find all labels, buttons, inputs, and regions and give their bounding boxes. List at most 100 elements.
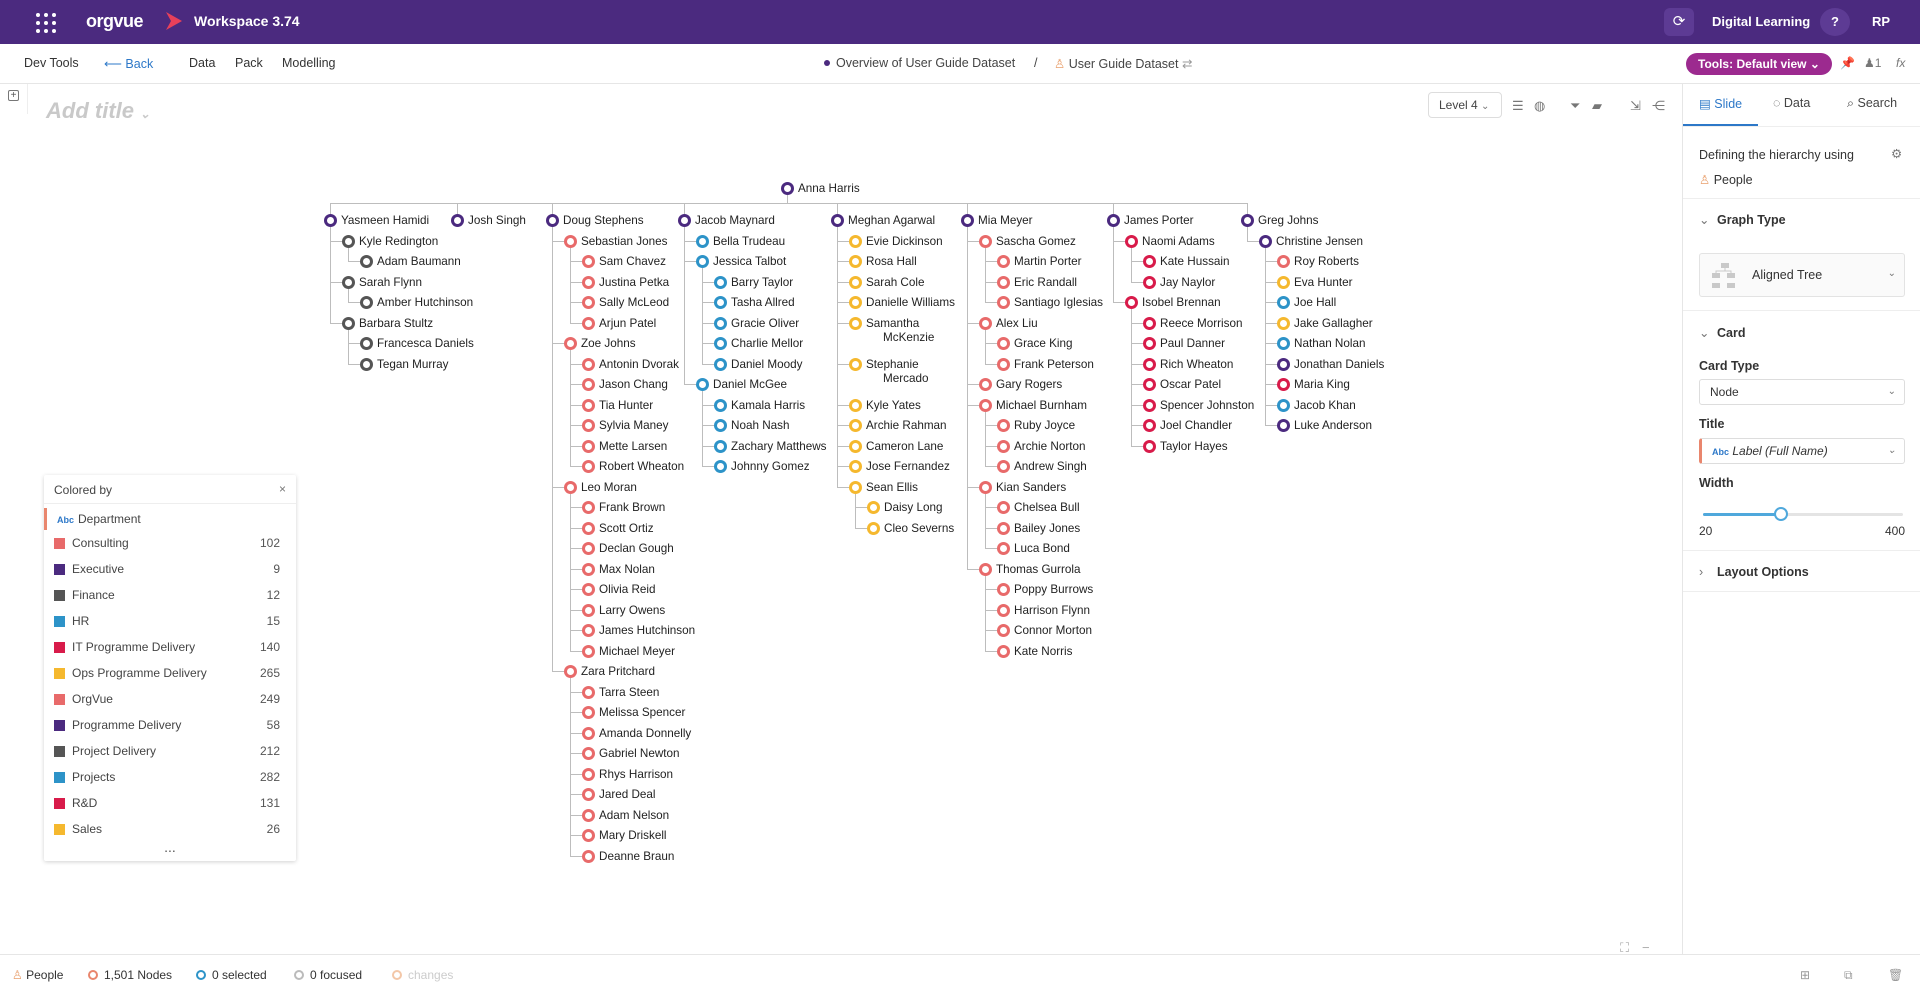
- org-node[interactable]: Paul Danner: [1143, 337, 1225, 351]
- org-node[interactable]: Jose Fernandez: [849, 460, 950, 474]
- brand-logo[interactable]: orgvue: [86, 11, 144, 31]
- legend-more[interactable]: ...: [164, 839, 176, 855]
- org-node[interactable]: Kate Norris: [997, 644, 1072, 659]
- org-node[interactable]: Grace King: [997, 337, 1072, 351]
- user-context[interactable]: Digital Learning: [1712, 14, 1811, 29]
- palette-icon[interactable]: ◍: [1534, 98, 1546, 113]
- org-node[interactable]: Sylvia Maney: [582, 419, 669, 433]
- title-field-select[interactable]: Abc Label (Full Name) ⌄: [1699, 438, 1905, 464]
- tab-data[interactable]: ◌ Data: [1773, 96, 1810, 110]
- org-node[interactable]: James Porter: [1107, 214, 1194, 228]
- legend-item[interactable]: Executive 9: [44, 556, 296, 582]
- org-node[interactable]: Joel Chandler: [1143, 419, 1232, 433]
- org-node[interactable]: Leo Moran: [564, 480, 637, 495]
- org-node[interactable]: Melissa Spencer: [582, 706, 685, 720]
- legend-item[interactable]: HR 15: [44, 608, 296, 634]
- export-icon[interactable]: ⇲: [1630, 98, 1641, 113]
- help-button[interactable]: ?: [1820, 8, 1850, 36]
- legend-item[interactable]: IT Programme Delivery 140: [44, 634, 296, 660]
- org-node[interactable]: Sarah Flynn: [342, 275, 422, 290]
- pin-icon[interactable]: 📌: [1840, 56, 1855, 70]
- filter-icon[interactable]: ⏷: [1570, 98, 1581, 113]
- org-node[interactable]: Sally McLeod: [582, 296, 669, 310]
- org-node[interactable]: Daniel Moody: [714, 357, 802, 372]
- status-selected[interactable]: 0 selected: [196, 968, 267, 982]
- org-node[interactable]: Meghan Agarwal: [831, 214, 935, 228]
- org-node[interactable]: Mary Driskell: [582, 829, 667, 843]
- org-node[interactable]: Antonin Dvorak: [582, 357, 679, 372]
- org-node[interactable]: Frank Peterson: [997, 357, 1094, 372]
- org-node[interactable]: Chelsea Bull: [997, 501, 1080, 515]
- org-node[interactable]: Anna Harris: [781, 182, 860, 196]
- avatar[interactable]: RP: [1871, 14, 1891, 29]
- card-type-select[interactable]: Node ⌄: [1699, 379, 1905, 405]
- legend-item[interactable]: Consulting 102: [44, 530, 296, 556]
- org-node[interactable]: Sam Chavez: [582, 255, 666, 269]
- org-node[interactable]: Harrison Flynn: [997, 603, 1090, 618]
- layout-options-section[interactable]: › Layout Options: [1699, 565, 1809, 579]
- org-node[interactable]: Reece Morrison: [1143, 316, 1243, 331]
- org-node[interactable]: Archie Norton: [997, 439, 1085, 454]
- org-node[interactable]: Connor Morton: [997, 624, 1092, 638]
- legend-item[interactable]: Finance 12: [44, 582, 296, 608]
- level-select[interactable]: Level 4 ⌄: [1428, 92, 1502, 118]
- org-node[interactable]: Zara Pritchard: [564, 665, 655, 679]
- org-node[interactable]: Rhys Harrison: [582, 767, 673, 782]
- status-nodes[interactable]: 1,501 Nodes: [88, 968, 172, 982]
- org-node[interactable]: Eva Hunter: [1277, 275, 1352, 290]
- org-node[interactable]: Sebastian Jones: [564, 234, 667, 249]
- tab-slide[interactable]: ▤ Slide: [1699, 96, 1742, 111]
- org-node[interactable]: Rosa Hall: [849, 255, 917, 269]
- org-node[interactable]: Jacob Maynard: [678, 214, 775, 228]
- org-node[interactable]: Jacob Khan: [1277, 398, 1356, 413]
- org-node[interactable]: Evie Dickinson: [849, 234, 943, 249]
- org-node[interactable]: Yasmeen Hamidi: [324, 214, 429, 228]
- org-node[interactable]: James Hutchinson: [582, 624, 695, 638]
- close-icon[interactable]: ×: [278, 482, 286, 496]
- org-node[interactable]: Scott Ortiz: [582, 521, 654, 536]
- org-node[interactable]: Daisy Long: [867, 501, 942, 515]
- org-node[interactable]: Andrew Singh: [997, 460, 1087, 474]
- org-node[interactable]: Kamala Harris: [714, 398, 805, 413]
- app-grid-icon[interactable]: [36, 13, 58, 33]
- org-node[interactable]: Spencer Johnston: [1143, 398, 1254, 413]
- org-node[interactable]: Daniel McGee: [696, 378, 787, 392]
- legend-item[interactable]: Ops Programme Delivery 265: [44, 660, 296, 686]
- org-node[interactable]: Kyle Redington: [342, 234, 438, 249]
- org-node[interactable]: Barbara Stultz: [342, 316, 433, 331]
- width-slider[interactable]: [1703, 507, 1903, 521]
- users-icon[interactable]: ♟1: [1864, 56, 1882, 70]
- org-node[interactable]: Nathan Nolan: [1277, 337, 1365, 351]
- nav-data[interactable]: Data: [189, 56, 216, 70]
- org-node[interactable]: Michael Burnham: [979, 398, 1087, 413]
- org-node[interactable]: Maria King: [1277, 378, 1350, 392]
- back-button[interactable]: ⟵ Back: [104, 56, 153, 71]
- org-node[interactable]: Zoe Johns: [564, 337, 636, 351]
- org-node[interactable]: Amanda Donnelly: [582, 726, 691, 741]
- org-node[interactable]: Arjun Patel: [582, 316, 656, 331]
- hierarchy-dimension[interactable]: ♙ People: [1699, 172, 1753, 187]
- refresh-icon[interactable]: ⟳: [1664, 8, 1694, 36]
- org-node[interactable]: Danielle Williams: [849, 296, 955, 310]
- org-node[interactable]: Adam Baumann: [360, 255, 461, 269]
- legend-item[interactable]: Sales 26: [44, 816, 296, 842]
- org-node[interactable]: Olivia Reid: [582, 583, 656, 597]
- zoom-out-icon[interactable]: −: [1642, 940, 1650, 955]
- org-node[interactable]: Josh Singh: [451, 214, 526, 228]
- org-node[interactable]: Tia Hunter: [582, 398, 653, 413]
- org-node[interactable]: Tegan Murray: [360, 357, 448, 372]
- org-node[interactable]: Thomas Gurrola: [979, 562, 1080, 577]
- org-node[interactable]: Barry Taylor: [714, 275, 793, 290]
- formula-icon[interactable]: fx: [1896, 56, 1906, 70]
- org-node[interactable]: Robert Wheaton: [582, 460, 684, 474]
- org-node[interactable]: Tarra Steen: [582, 685, 659, 700]
- org-node[interactable]: Sean Ellis: [849, 480, 918, 495]
- graph-type-select[interactable]: Aligned Tree ⌄: [1699, 253, 1905, 297]
- add-panel-icon[interactable]: +: [8, 90, 19, 101]
- org-node[interactable]: Luca Bond: [997, 542, 1070, 556]
- org-chart-canvas[interactable]: Add title ⌄ Level 4 ⌄ ☰ ◍ ⏷ ▰ ⇲ ⋲ Anna Ha…: [28, 84, 1682, 955]
- status-focused[interactable]: 0 focused: [294, 968, 362, 982]
- org-node[interactable]: Deanne Braun: [582, 849, 674, 864]
- org-node[interactable]: Jonathan Daniels: [1277, 357, 1384, 372]
- org-node[interactable]: Greg Johns: [1241, 214, 1318, 228]
